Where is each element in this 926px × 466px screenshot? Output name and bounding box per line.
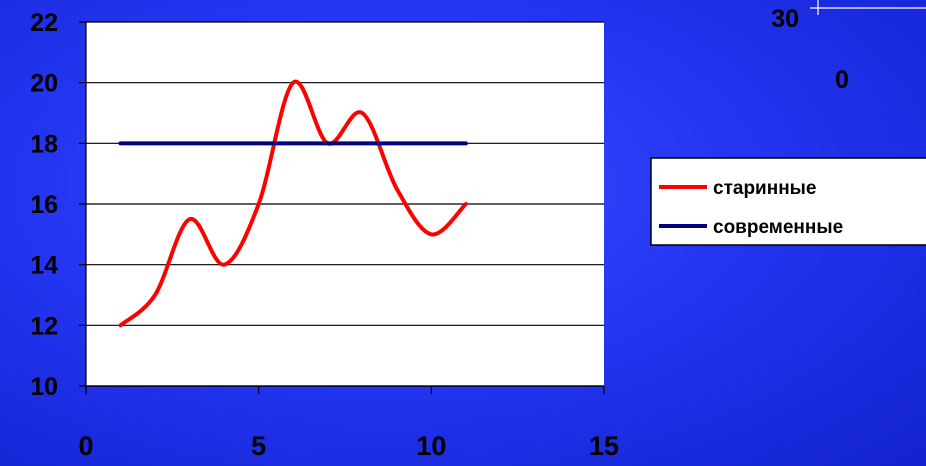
- x-tick-label: 5: [251, 431, 266, 461]
- x-tick-label: 15: [589, 431, 619, 461]
- legend-label-old: старинные: [713, 178, 816, 199]
- x-tick-labels: 0 5 10 15: [78, 431, 619, 461]
- legend: старинные современные: [650, 157, 926, 246]
- y-tick-label: 22: [30, 9, 58, 37]
- y-tick-labels: 10 12 14 16 18 20 22: [30, 9, 58, 401]
- x-tick-label: 10: [416, 431, 446, 461]
- y-tick-label: 16: [30, 191, 58, 219]
- series-layer: [118, 79, 468, 328]
- legend-box: [650, 157, 926, 246]
- y-tick-label: 12: [30, 312, 58, 340]
- legend-label-modern: современные: [713, 217, 843, 238]
- partial-tick-30: 30: [771, 5, 799, 33]
- axes: [79, 21, 605, 394]
- y-tick-label: 14: [30, 252, 58, 280]
- y-tick-label: 18: [30, 130, 58, 158]
- series-line-0: [118, 79, 468, 328]
- y-tick-label: 10: [30, 373, 58, 401]
- partial-tick-0: 0: [835, 66, 849, 94]
- x-tick-label: 0: [78, 431, 93, 461]
- partial-chart: 30 0: [771, 0, 926, 94]
- y-tick-label: 20: [30, 70, 58, 98]
